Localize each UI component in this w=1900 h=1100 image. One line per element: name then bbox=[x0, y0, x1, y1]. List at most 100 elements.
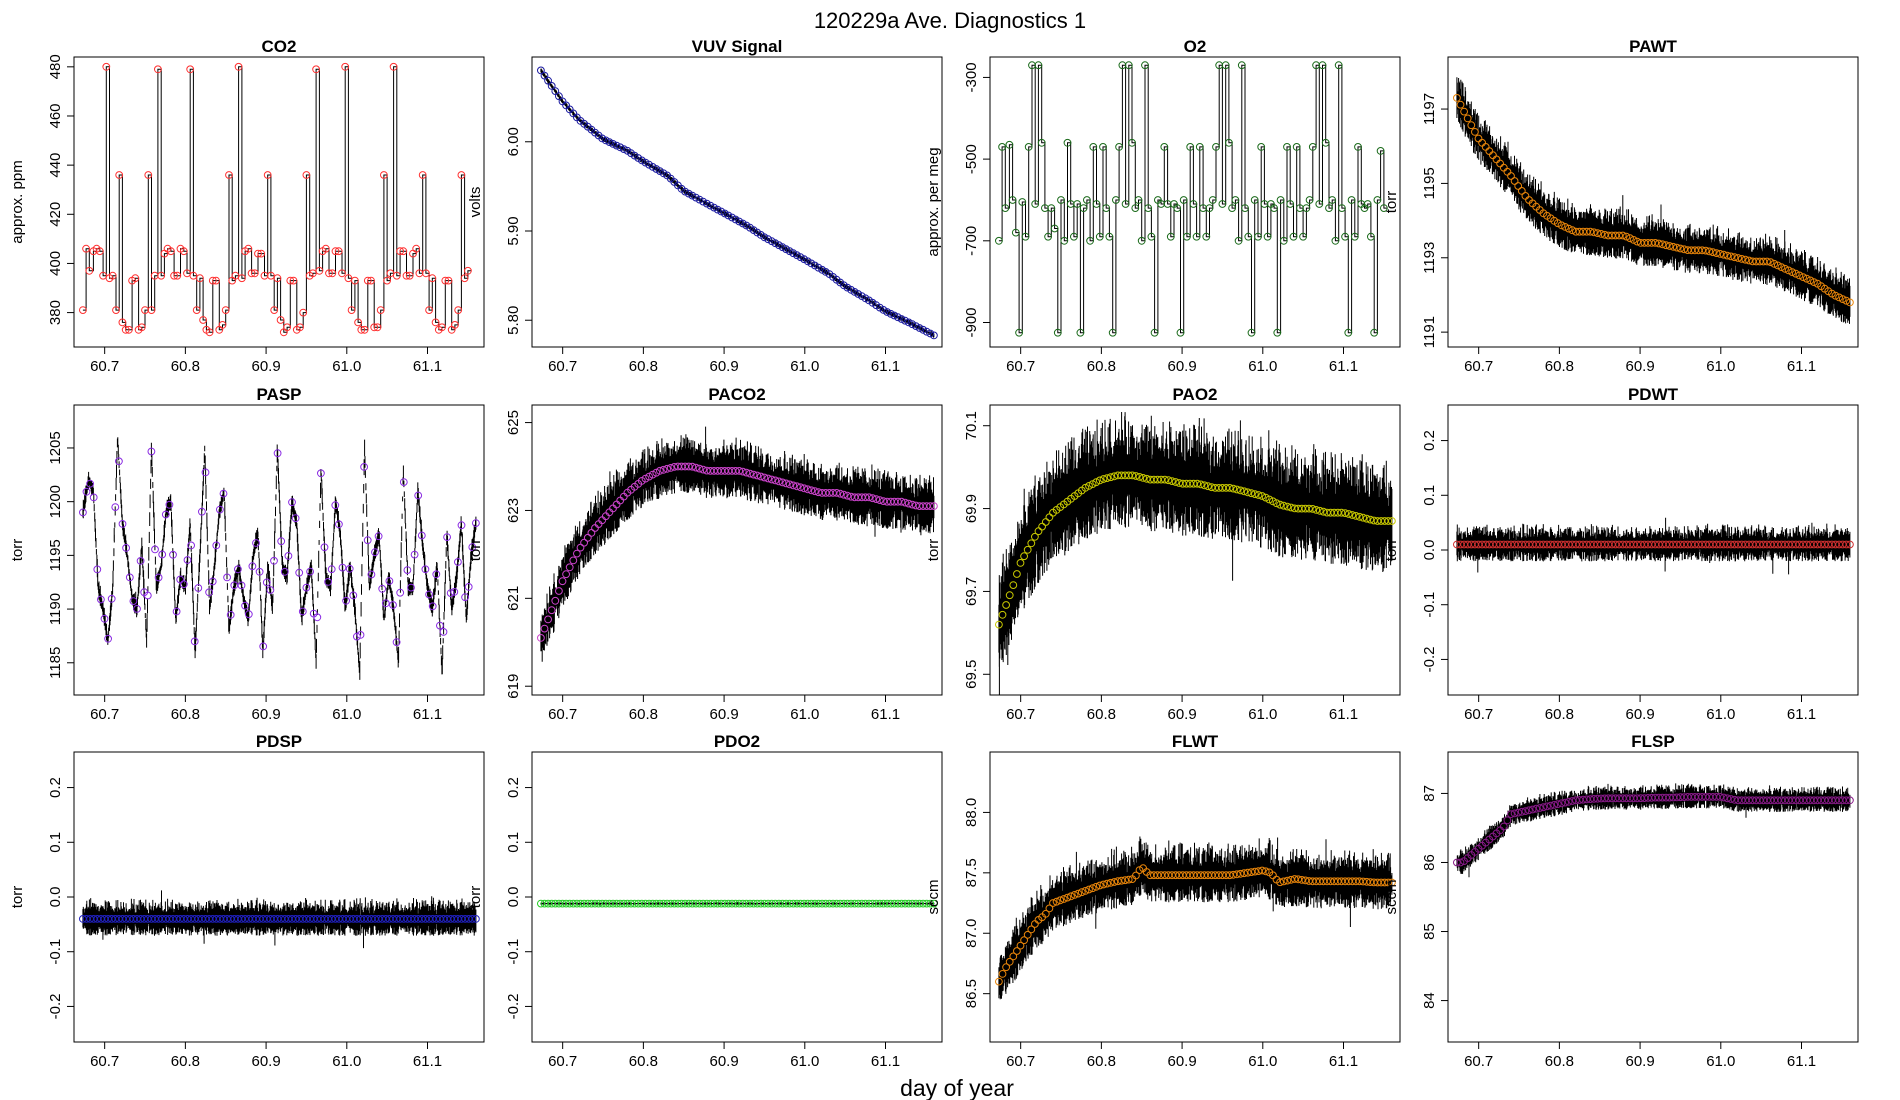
flwt-data-point bbox=[1052, 897, 1061, 906]
flwt-x-tick-label: 60.8 bbox=[1087, 1053, 1116, 1070]
o2-data-point bbox=[1363, 200, 1372, 208]
pao2-data-point bbox=[1225, 484, 1234, 492]
pdo2-x-tick-label: 60.7 bbox=[548, 1053, 577, 1070]
pdsp-x-tick-label: 61.1 bbox=[413, 1053, 442, 1070]
flwt-data-point bbox=[1077, 888, 1086, 897]
pawt-data-point bbox=[1568, 226, 1577, 235]
paco2-data-point bbox=[551, 596, 560, 605]
pdsp-raw-trace bbox=[82, 890, 477, 949]
pasp-data-point bbox=[461, 593, 470, 602]
pdo2-data-point bbox=[756, 899, 765, 908]
co2-data-point bbox=[315, 266, 324, 275]
co2-data-point bbox=[451, 321, 459, 329]
pawt-y-axis-label: torr bbox=[1383, 191, 1400, 214]
flwt-data-point bbox=[1153, 871, 1162, 880]
flsp-data-point bbox=[1514, 808, 1523, 817]
pao2-data-point bbox=[1233, 485, 1241, 494]
pdsp-y-tick-label: 0.0 bbox=[47, 887, 64, 908]
flwt-data-point bbox=[1114, 877, 1122, 886]
o2-data-point bbox=[1273, 328, 1282, 337]
flsp-panel: FLSP sccm 60.7 60.8 60.9 61.0 61.1 84 85 86 87 bbox=[1383, 732, 1859, 1070]
paco2-data-point bbox=[894, 497, 902, 506]
co2-data-point bbox=[167, 247, 175, 256]
pao2-data-point bbox=[1287, 503, 1295, 512]
co2-frame bbox=[73, 56, 485, 348]
pdo2-y-tick-label: 0.2 bbox=[505, 777, 522, 798]
o2-data-point bbox=[1373, 196, 1382, 204]
pasp-data-point bbox=[468, 543, 477, 551]
pawt-data-point bbox=[1597, 230, 1605, 238]
pasp-data-point bbox=[389, 601, 397, 609]
paco2-data-point bbox=[865, 493, 873, 502]
paco2-data-point bbox=[785, 480, 794, 489]
pasp-plot-area bbox=[79, 437, 480, 680]
flsp-data-point bbox=[1499, 822, 1508, 831]
o2-data-point bbox=[1173, 204, 1182, 213]
pdo2-raw-trace bbox=[540, 901, 935, 906]
pasp-data-point bbox=[169, 550, 177, 559]
flsp-data-point bbox=[1535, 804, 1544, 812]
pdsp-data-point bbox=[421, 915, 430, 923]
paco2-data-point bbox=[652, 468, 661, 477]
paco2-data-point bbox=[659, 465, 668, 474]
o2-data-point bbox=[1086, 236, 1094, 245]
pdwt-x-tick-label: 60.9 bbox=[1625, 706, 1654, 723]
o2-data-point bbox=[1024, 143, 1033, 151]
flwt-data-point bbox=[1045, 904, 1054, 913]
flsp-x-tick-label: 60.8 bbox=[1545, 1053, 1574, 1070]
o2-data-point bbox=[1299, 232, 1307, 241]
pao2-x-tick-label: 61.0 bbox=[1248, 706, 1277, 723]
pdo2-data-point bbox=[576, 899, 585, 908]
paco2-data-point bbox=[692, 463, 700, 472]
co2-data-point bbox=[354, 318, 363, 327]
pasp-data-point bbox=[428, 602, 437, 611]
flsp-data-point bbox=[1510, 809, 1519, 818]
flsp-data-point bbox=[1521, 807, 1530, 815]
pao2-data-point bbox=[1009, 581, 1018, 589]
pasp-data-point bbox=[234, 565, 242, 574]
paco2-data-point bbox=[843, 491, 852, 500]
pao2-data-point bbox=[1319, 507, 1328, 516]
o2-data-point bbox=[1228, 204, 1236, 213]
pasp-y-tick-label: 1195 bbox=[47, 539, 64, 571]
o2-data-point bbox=[1005, 140, 1014, 149]
paco2-data-point bbox=[695, 464, 704, 473]
flsp-data-point bbox=[1737, 796, 1746, 805]
o2-data-point bbox=[1292, 143, 1301, 151]
pasp-data-point bbox=[446, 589, 455, 597]
pawt-data-point bbox=[1467, 121, 1476, 130]
o2-data-point bbox=[1063, 138, 1072, 147]
o2-y-tick-label: -500 bbox=[963, 144, 980, 174]
pao2-data-point bbox=[1337, 508, 1346, 517]
flwt-data-point bbox=[1261, 867, 1270, 876]
co2-y-tick-label: 480 bbox=[47, 54, 64, 79]
flwt-y-axis-label: sccm bbox=[925, 880, 942, 915]
pawt-data-point bbox=[1553, 219, 1562, 228]
paco2-x-tick-label: 60.8 bbox=[629, 706, 658, 723]
pdo2-data-point bbox=[879, 899, 888, 908]
paco2-data-point bbox=[537, 634, 545, 642]
pawt-data-point bbox=[1810, 278, 1818, 287]
co2-data-point bbox=[131, 274, 140, 283]
co2-data-point bbox=[338, 269, 346, 278]
o2-data-point bbox=[1384, 0, 1391, 3]
co2-data-point bbox=[438, 323, 446, 332]
paco2-data-point bbox=[562, 570, 570, 579]
flsp-data-point bbox=[1716, 793, 1724, 801]
paco2-data-point bbox=[832, 489, 841, 497]
flsp-title: FLSP bbox=[1631, 732, 1674, 751]
flwt-data-point bbox=[1016, 941, 1025, 950]
pao2-data-point bbox=[1283, 502, 1292, 511]
pasp-data-point bbox=[129, 597, 138, 605]
co2-data-point bbox=[112, 306, 120, 315]
co2-data-point bbox=[102, 62, 111, 71]
co2-data-point bbox=[250, 269, 259, 278]
o2-x-tick-label: 60.7 bbox=[1006, 358, 1035, 375]
flwt-data-point bbox=[1059, 895, 1068, 903]
pdwt-y-tick-label: 0.2 bbox=[1421, 430, 1438, 451]
flwt-x-tick-label: 61.0 bbox=[1248, 1053, 1277, 1070]
pdsp-title: PDSP bbox=[256, 732, 302, 751]
pao2-data-point bbox=[1384, 517, 1393, 525]
o2-data-point bbox=[1050, 224, 1059, 233]
pdsp-data-point bbox=[468, 915, 477, 923]
